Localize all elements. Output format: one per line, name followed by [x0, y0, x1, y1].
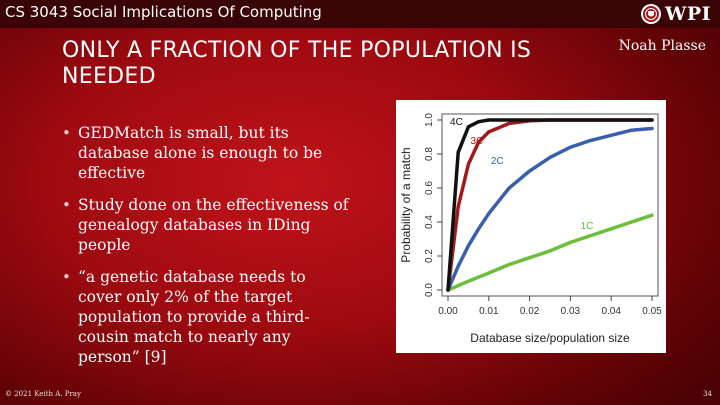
- data-point-1c: [477, 275, 481, 279]
- data-point-2c: [507, 186, 511, 190]
- y-axis-label: Probability of a match: [399, 147, 413, 262]
- data-point-3c: [466, 162, 470, 166]
- data-point-2c: [609, 133, 613, 137]
- curve-label-4c: 4C: [450, 117, 463, 128]
- logo-text: WPI: [665, 3, 712, 25]
- data-point-4c: [568, 118, 572, 122]
- data-point-2c: [568, 145, 572, 149]
- data-point-1c: [507, 262, 511, 267]
- data-point-3c: [477, 140, 481, 144]
- data-point-2c: [477, 227, 481, 231]
- bullet-icon: •: [62, 196, 71, 214]
- data-point-1c: [568, 240, 572, 244]
- data-point-4c: [446, 288, 450, 292]
- data-point-3c: [507, 121, 511, 125]
- data-point-4c: [630, 118, 634, 122]
- data-point-2c: [528, 169, 532, 173]
- curve-label-1c: 1C: [581, 221, 594, 232]
- data-point-4c: [609, 118, 613, 122]
- data-point-2c: [630, 128, 634, 132]
- course-title: CS 3043 Social Implications Of Computing: [5, 3, 322, 21]
- data-point-1c: [528, 256, 532, 260]
- data-point-1c: [630, 220, 634, 224]
- wpi-logo: WPI: [640, 2, 711, 26]
- bullet-icon: •: [62, 268, 71, 286]
- bullet-text: “a genetic database needs to cover only …: [78, 268, 310, 366]
- data-point-1c: [548, 249, 552, 253]
- plot-frame: [441, 113, 659, 297]
- data-point-2c: [456, 264, 460, 268]
- bullet-list: • GEDMatch is small, but its database alo…: [62, 123, 352, 379]
- data-point-2c: [548, 155, 552, 159]
- data-point-3c: [456, 205, 460, 209]
- bullet-item: • GEDMatch is small, but its database alo…: [62, 123, 352, 183]
- x-tick-label: 0.02: [520, 306, 540, 317]
- data-point-2c: [466, 244, 470, 248]
- y-tick-label: 1.0: [424, 113, 435, 127]
- data-point-1c: [609, 227, 613, 231]
- data-point-2c: [650, 126, 654, 131]
- footer-copyright: © 2021 Keith A. Pray: [5, 390, 81, 398]
- x-axis-label: Database size/population size: [470, 331, 630, 345]
- bullet-item: • Study done on the effectiveness of gene…: [62, 195, 352, 255]
- slide-title: ONLY A FRACTION OF THE POPULATION IS NEE…: [62, 38, 532, 89]
- data-point-4c: [650, 118, 654, 122]
- x-tick-label: 0.03: [561, 306, 581, 317]
- data-point-4c: [456, 150, 460, 154]
- data-point-4c: [487, 118, 491, 122]
- bullet-text: Study done on the effectiveness of genea…: [78, 196, 349, 254]
- data-point-3c: [487, 130, 491, 134]
- data-point-1c: [456, 284, 460, 288]
- data-point-4c: [589, 118, 593, 122]
- match-probability-chart: 0.00 0.01 0.02 0.03 0.04 0.05 0.0 0.2 0.4 0.6 0.8 1…: [399, 113, 662, 345]
- y-tick-label: 0.0: [424, 283, 435, 297]
- data-point-1c: [466, 279, 470, 283]
- data-point-1c: [589, 234, 593, 238]
- bullet-item: • “a genetic database needs to cover only…: [62, 267, 352, 367]
- top-bar: CS 3043 Social Implications Of Computing…: [0, 0, 720, 28]
- data-point-2c: [589, 138, 593, 142]
- series-line-2c: [446, 126, 654, 292]
- y-tick-label: 0.8: [424, 147, 435, 161]
- x-tick-label: 0.05: [642, 306, 662, 317]
- data-point-4c: [477, 120, 481, 124]
- data-point-4c: [507, 118, 511, 122]
- x-tick-label: 0.00: [438, 306, 458, 317]
- bullet-icon: •: [62, 124, 71, 142]
- curve-label-3c: 3C: [470, 136, 483, 147]
- wpi-seal-icon: [641, 4, 661, 24]
- chart-container: 0.00 0.01 0.02 0.03 0.04 0.05 0.0 0.2 0.4 0.6 0.8 1…: [396, 100, 666, 353]
- y-tick-label: 0.6: [424, 181, 435, 195]
- x-tick-label: 0.01: [479, 306, 499, 317]
- page-number: 34: [703, 390, 712, 398]
- bullet-text: GEDMatch is small, but its database alon…: [78, 124, 323, 182]
- y-tick-label: 0.4: [424, 215, 435, 229]
- y-tick-label: 0.2: [424, 249, 435, 263]
- author-name: Noah Plasse: [618, 38, 706, 54]
- data-point-4c: [528, 118, 532, 122]
- curve-label-2c: 2C: [491, 156, 504, 167]
- x-tick-label: 0.04: [601, 306, 621, 317]
- data-point-1c: [650, 213, 654, 217]
- data-point-4c: [548, 118, 552, 122]
- data-point-1c: [487, 271, 491, 275]
- data-point-4c: [466, 125, 470, 129]
- data-point-2c: [487, 211, 491, 216]
